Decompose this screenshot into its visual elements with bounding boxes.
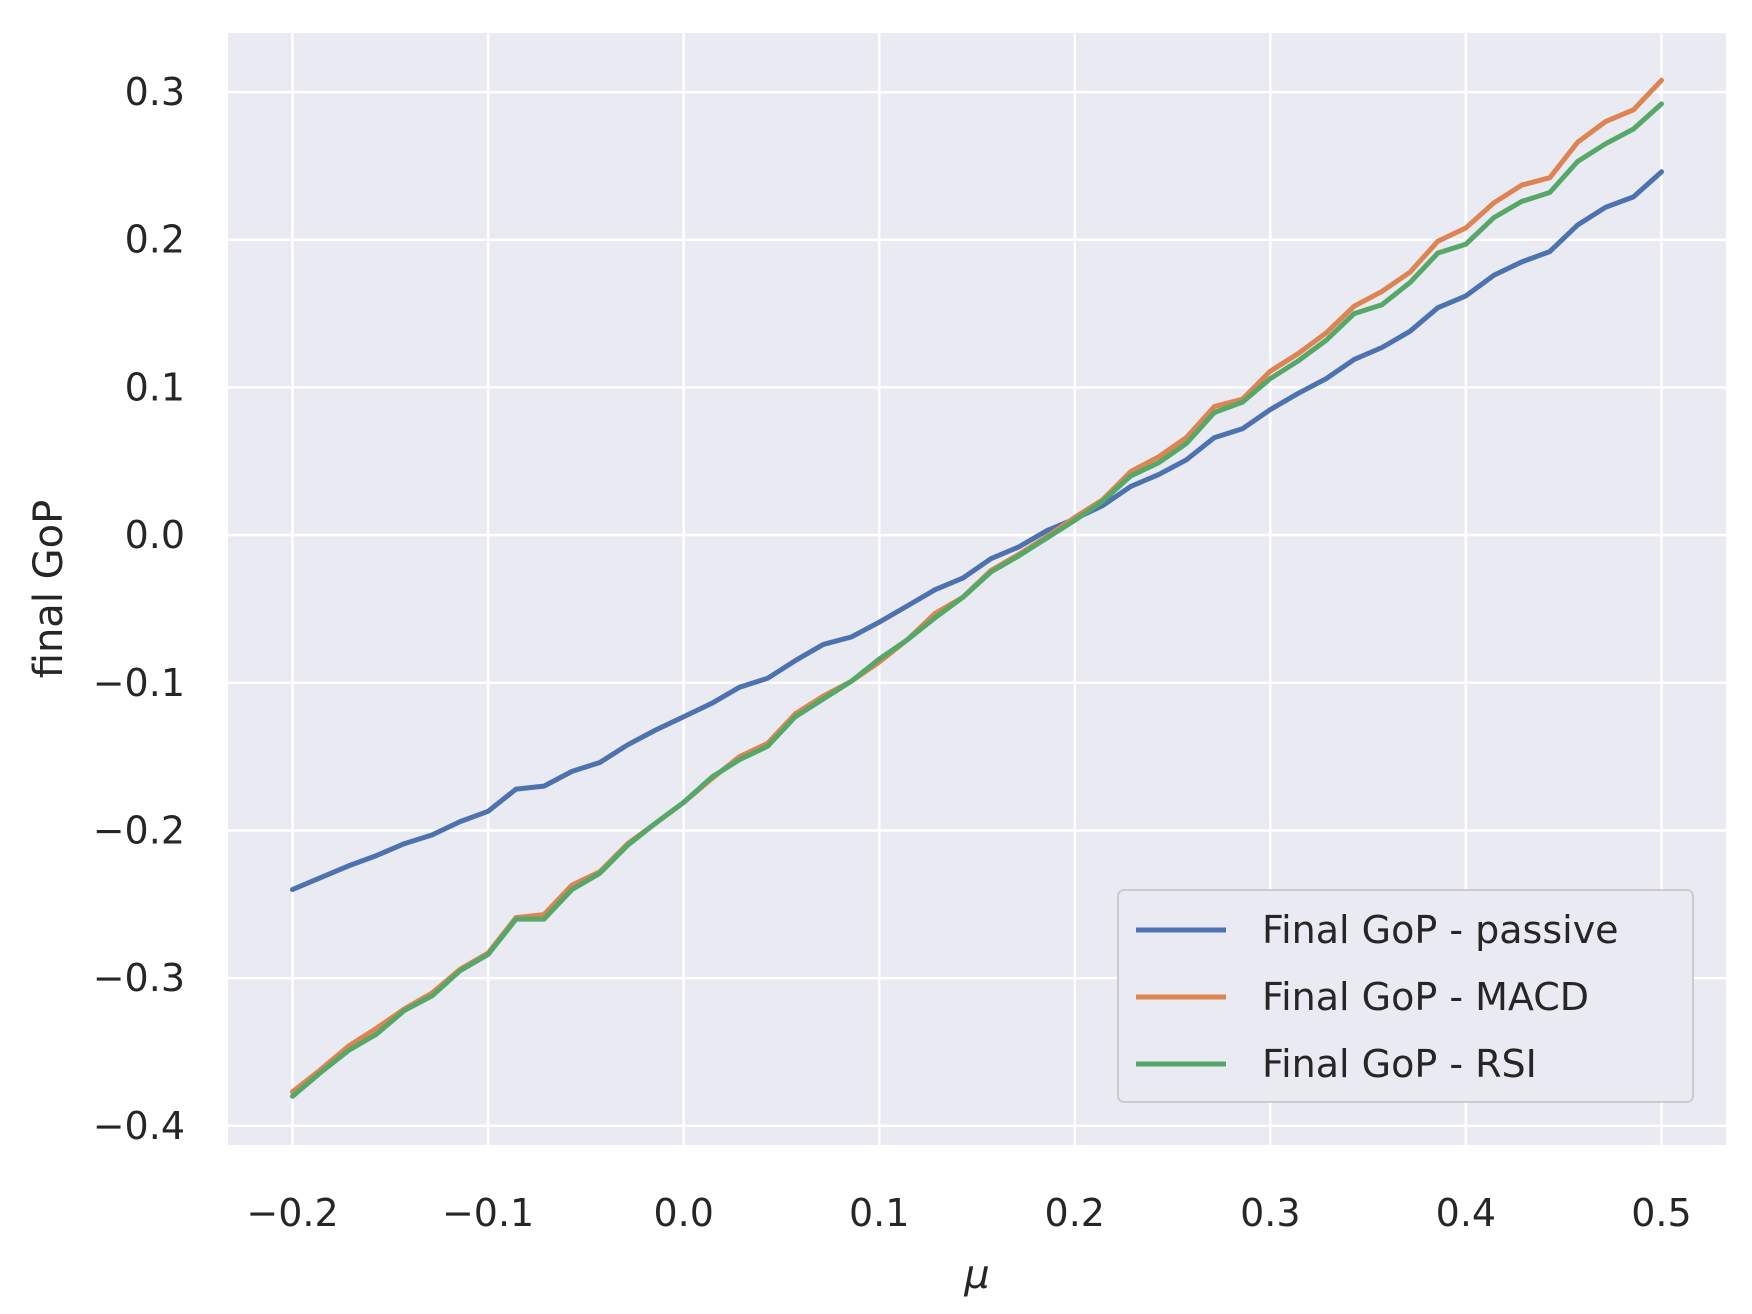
x-tick-label: 0.5 [1631,1191,1691,1235]
y-tick-labels: −0.4 −0.3 −0.2 −0.1 0.0 0.1 0.2 0.3 [93,70,185,1148]
x-tick-label: 0.0 [653,1191,713,1235]
x-tick-labels: −0.2 −0.1 0.0 0.1 0.2 0.3 0.4 0.5 [246,1191,1691,1235]
y-tick-label: 0.2 [125,218,185,262]
y-tick-label: −0.2 [93,808,185,852]
series-layer [290,77,1664,1099]
series-line-1 [290,169,1664,892]
legend: Final GoP - passive Final GoP - MACD Final… [1117,889,1694,1103]
y-tick-label: 0.1 [125,365,185,409]
series-line-3 [290,101,1664,1099]
y-tick-label: 0.0 [125,513,185,557]
y-tick-label: 0.3 [125,70,185,114]
y-tick-label: −0.3 [93,956,185,1000]
x-tick-label: 0.4 [1436,1191,1496,1235]
y-axis-label: final GoP [26,500,72,678]
legend-label: Final GoP - passive [1262,908,1619,952]
x-tick-label: −0.1 [442,1191,534,1235]
y-tick-label: −0.4 [93,1104,185,1148]
legend-label: Final GoP - RSI [1262,1042,1537,1086]
legend-box [1117,889,1694,1103]
x-tick-label: 0.1 [849,1191,909,1235]
y-tick-label: −0.1 [93,661,185,705]
x-tick-label: −0.2 [246,1191,338,1235]
x-axis-label: μ [963,1252,989,1298]
x-tick-label: 0.3 [1240,1191,1300,1235]
x-tick-label: 0.2 [1045,1191,1105,1235]
legend-label: Final GoP - MACD [1262,975,1589,1019]
